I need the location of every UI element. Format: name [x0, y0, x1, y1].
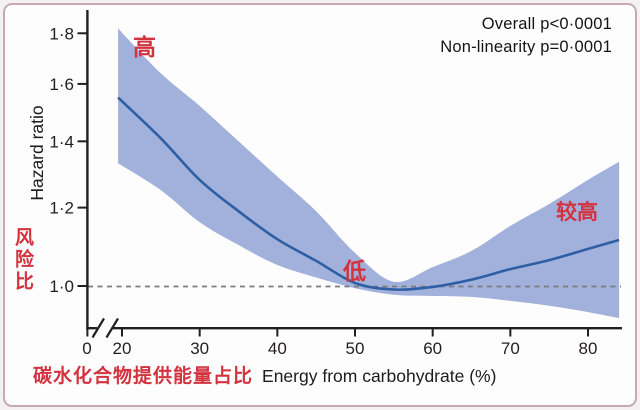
- y-axis-label-chinese: 风险比: [12, 227, 33, 293]
- x-tick-label: 20: [113, 339, 132, 358]
- y-tick-label: 1·8: [49, 24, 74, 43]
- x-tick-label: 40: [268, 339, 287, 358]
- x-axis-label-chinese: 碳水化合物提供能量占比: [33, 366, 254, 387]
- x-tick-label: 80: [579, 339, 598, 358]
- figure-frame: [3, 3, 637, 407]
- annotation-moderately-high: 较高: [556, 201, 598, 224]
- y-axis-label-english: Hazard ratio: [27, 105, 47, 201]
- y-tick-label: 1·0: [49, 277, 74, 296]
- x-tick-label: 70: [501, 339, 520, 358]
- stats-block: Overall p<0·0001 Non-linearity p=0·0001: [440, 13, 612, 59]
- x-axis-label: 碳水化合物提供能量占比 Energy from carbohydrate (%): [33, 361, 496, 388]
- x-tick-label: 50: [346, 339, 365, 358]
- confidence-band: [118, 28, 620, 319]
- x-tick-label: 60: [423, 339, 442, 358]
- annotation-high: 高: [133, 34, 156, 60]
- annotation-low: 低: [343, 258, 366, 284]
- x-axis-label-english: Energy from carbohydrate (%): [262, 366, 497, 386]
- y-tick-label: 1·4: [49, 132, 74, 151]
- y-tick-label: 1·6: [49, 75, 74, 94]
- x-tick-label: 30: [190, 339, 209, 358]
- x-origin-label: 0: [82, 339, 91, 358]
- hazard-ratio-curve: [117, 96, 620, 291]
- y-tick-label: 1·2: [49, 199, 74, 218]
- nonlinearity-p-value: Non-linearity p=0·0001: [440, 38, 612, 56]
- overall-p-value: Overall p<0·0001: [481, 15, 612, 33]
- axis-break-slash-1: [91, 317, 105, 339]
- axis-break-slash-2: [105, 317, 119, 339]
